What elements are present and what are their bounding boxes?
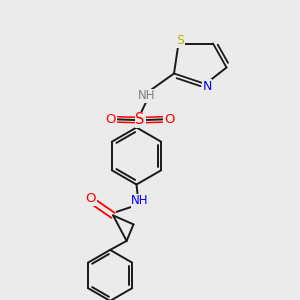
Text: NH: NH [131,194,149,208]
Text: O: O [85,192,96,206]
Text: N: N [202,80,212,93]
Text: O: O [164,113,175,126]
Text: S: S [135,112,145,128]
Text: S: S [176,34,184,47]
Text: O: O [106,113,116,126]
Text: NH: NH [138,89,156,103]
